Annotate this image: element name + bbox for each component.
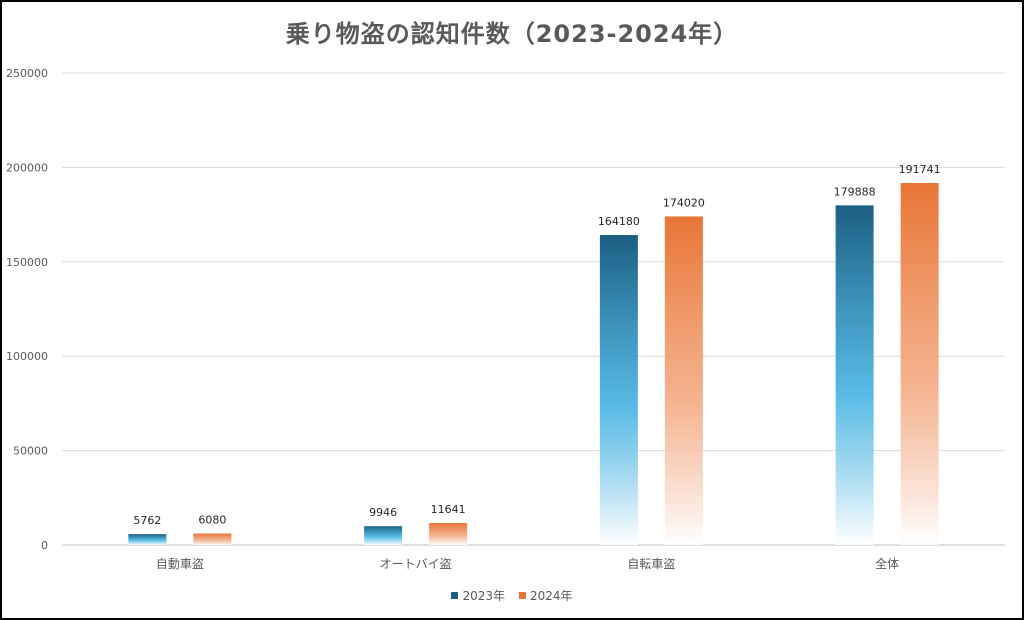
- bar-series1: [128, 534, 167, 545]
- y-tick-label: 200000: [6, 161, 48, 174]
- data-label: 179888: [834, 185, 876, 198]
- data-label: 11641: [431, 503, 466, 516]
- data-label: 174020: [663, 196, 705, 209]
- bar-series1: [599, 235, 638, 546]
- x-category-label: 自転車盗: [627, 556, 675, 571]
- legend-label: 2023年: [462, 589, 505, 603]
- bar-series1: [835, 205, 874, 545]
- x-category-label: 自動車盗: [156, 556, 204, 571]
- bar-series1: [364, 526, 403, 545]
- bar-series2: [664, 216, 703, 545]
- data-label: 191741: [899, 163, 941, 176]
- bar-series2: [429, 523, 468, 545]
- chart-legend: 2023年 2024年: [0, 587, 1024, 604]
- y-tick-label: 150000: [6, 256, 48, 269]
- data-label: 5762: [133, 514, 161, 527]
- y-tick-label: 250000: [6, 67, 48, 80]
- chart-title: 乗り物盗の認知件数（2023-2024年）: [285, 20, 739, 48]
- y-tick-label: 0: [41, 539, 48, 552]
- x-category-label: オートバイ盗: [380, 556, 452, 571]
- legend-label: 2024年: [530, 589, 573, 603]
- y-tick-label: 50000: [13, 445, 48, 458]
- x-category-label: 全体: [875, 556, 899, 571]
- data-label: 6080: [198, 514, 226, 527]
- data-label: 9946: [369, 506, 397, 519]
- bar-series2: [900, 182, 939, 546]
- legend-item: 2024年: [519, 587, 573, 604]
- legend-swatch: [451, 592, 459, 599]
- data-label: 164180: [598, 215, 640, 228]
- legend-item: 2023年: [451, 587, 505, 604]
- bar-series2: [193, 533, 232, 545]
- y-tick-label: 100000: [6, 350, 48, 363]
- legend-swatch: [519, 592, 526, 599]
